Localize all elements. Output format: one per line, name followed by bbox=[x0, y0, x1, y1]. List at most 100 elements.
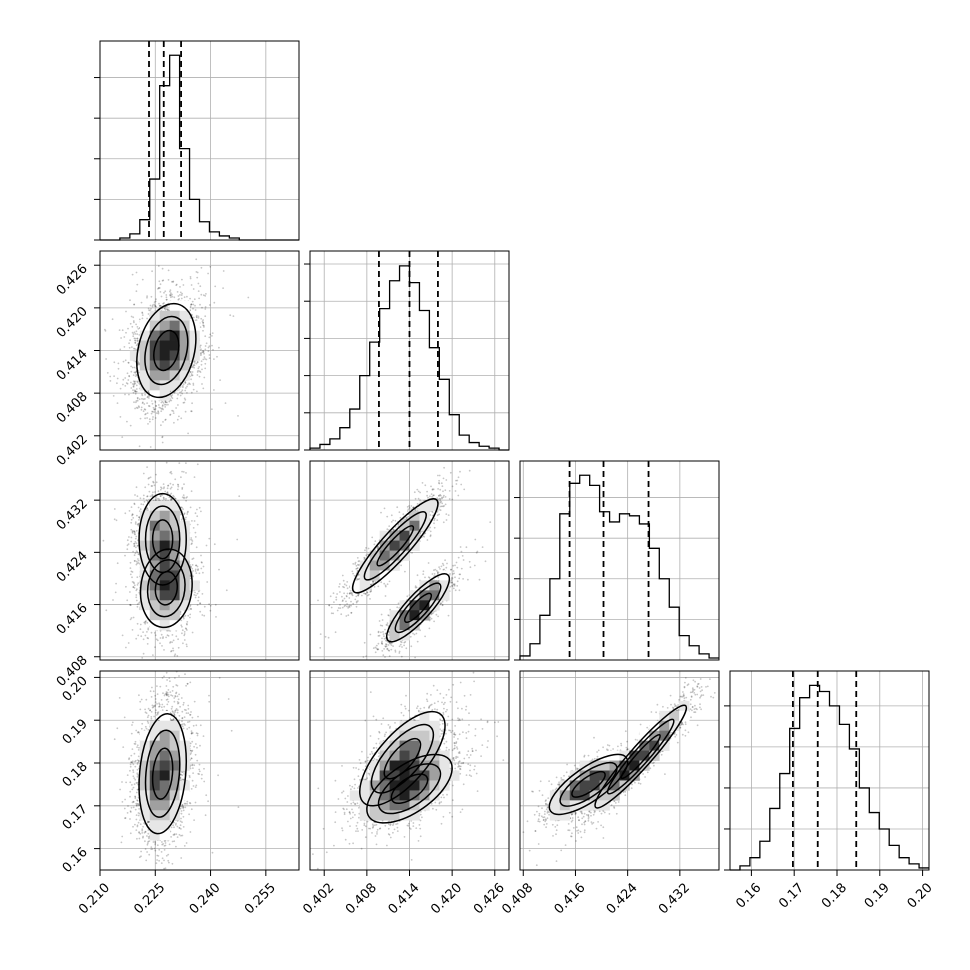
sample-point bbox=[158, 287, 161, 289]
sample-point bbox=[189, 277, 192, 280]
sample-point bbox=[197, 367, 200, 370]
sample-point bbox=[146, 402, 149, 404]
sample-point bbox=[196, 390, 198, 393]
sample-point bbox=[169, 289, 172, 291]
sample-point bbox=[153, 408, 156, 411]
density-cell bbox=[169, 360, 180, 371]
sample-point bbox=[129, 339, 132, 342]
sample-point bbox=[141, 394, 144, 397]
sample-point bbox=[179, 286, 181, 288]
sample-point bbox=[190, 303, 193, 306]
sample-point bbox=[161, 405, 164, 407]
sample-point bbox=[197, 315, 200, 318]
sample-point bbox=[119, 348, 122, 351]
sample-point bbox=[146, 643, 149, 645]
sample-point bbox=[205, 342, 208, 345]
sample-point bbox=[182, 471, 185, 473]
density-cell bbox=[159, 380, 170, 391]
sample-point bbox=[205, 358, 208, 361]
sample-point bbox=[202, 319, 205, 321]
sample-point bbox=[204, 308, 207, 310]
sample-point bbox=[183, 397, 186, 400]
sample-point bbox=[125, 310, 127, 313]
sample-point bbox=[190, 374, 193, 377]
sample-point bbox=[150, 295, 153, 298]
sample-point bbox=[232, 315, 235, 317]
sample-point bbox=[132, 391, 135, 394]
density-cell bbox=[139, 370, 151, 381]
sample-point bbox=[207, 346, 210, 349]
sample-point bbox=[123, 336, 126, 338]
sample-point bbox=[172, 483, 175, 486]
sample-point bbox=[132, 374, 135, 376]
sample-point bbox=[190, 303, 192, 306]
sample-point bbox=[153, 303, 156, 306]
sample-point bbox=[133, 371, 136, 374]
sample-point bbox=[200, 360, 203, 363]
sample-point bbox=[152, 406, 155, 409]
sample-point bbox=[147, 477, 150, 480]
sample-point bbox=[133, 337, 136, 340]
sample-point bbox=[204, 335, 207, 338]
sample-point bbox=[150, 412, 153, 415]
sample-point bbox=[104, 328, 106, 331]
sample-point bbox=[146, 295, 149, 297]
sample-point bbox=[121, 450, 123, 452]
histogram-step bbox=[100, 54, 299, 241]
sample-point bbox=[184, 380, 187, 383]
sample-point bbox=[183, 401, 186, 404]
sample-point bbox=[146, 507, 149, 510]
sample-point bbox=[136, 333, 139, 335]
sample-point bbox=[151, 410, 154, 413]
sample-point bbox=[190, 378, 193, 381]
sample-point bbox=[144, 393, 147, 396]
sample-point bbox=[168, 400, 171, 403]
sample-point bbox=[157, 411, 160, 414]
sample-point bbox=[143, 408, 146, 410]
sample-point bbox=[170, 399, 173, 402]
sample-point bbox=[137, 360, 139, 363]
sample-point bbox=[135, 384, 138, 387]
sample-point bbox=[128, 346, 131, 349]
sample-point bbox=[214, 285, 217, 288]
sample-point bbox=[117, 362, 120, 365]
sample-point bbox=[167, 308, 170, 311]
sample-point bbox=[133, 331, 136, 334]
sample-point bbox=[137, 506, 140, 509]
sample-point bbox=[122, 360, 125, 363]
sample-point bbox=[134, 371, 137, 373]
sample-point bbox=[163, 307, 166, 309]
sample-point bbox=[119, 416, 122, 418]
sample-point bbox=[138, 406, 141, 409]
sample-point bbox=[134, 333, 137, 335]
sample-point bbox=[129, 322, 132, 325]
sample-point bbox=[157, 410, 160, 413]
sample-point bbox=[202, 349, 205, 352]
sample-point bbox=[198, 370, 201, 373]
sample-point bbox=[144, 417, 147, 420]
sample-point bbox=[188, 382, 191, 385]
sample-point bbox=[158, 287, 160, 289]
sample-point bbox=[131, 629, 134, 631]
density-cell bbox=[139, 330, 151, 341]
density-cell bbox=[149, 390, 160, 401]
sample-point bbox=[147, 307, 150, 310]
grid-lines bbox=[100, 461, 299, 660]
sample-point bbox=[136, 399, 139, 402]
sample-point bbox=[134, 390, 137, 393]
sample-point bbox=[123, 346, 126, 348]
contour-ellipse bbox=[153, 329, 180, 372]
histogram-step bbox=[519, 474, 719, 660]
sample-point bbox=[135, 486, 138, 489]
sample-point bbox=[135, 599, 138, 602]
sample-point bbox=[135, 271, 138, 274]
sample-point bbox=[109, 380, 112, 382]
sample-point bbox=[131, 273, 134, 276]
sample-point bbox=[195, 271, 198, 273]
sample-point bbox=[186, 385, 188, 388]
sample-point bbox=[169, 414, 172, 416]
sample-point bbox=[196, 316, 198, 319]
sample-point bbox=[133, 383, 135, 386]
sample-point bbox=[121, 436, 124, 438]
sample-point bbox=[200, 317, 203, 320]
